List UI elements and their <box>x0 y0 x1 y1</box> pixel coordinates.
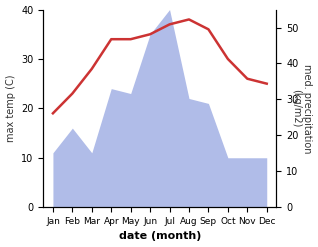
Y-axis label: max temp (C): max temp (C) <box>5 75 16 142</box>
X-axis label: date (month): date (month) <box>119 231 201 242</box>
Y-axis label: med. precipitation
(kg/m2): med. precipitation (kg/m2) <box>291 64 313 153</box>
